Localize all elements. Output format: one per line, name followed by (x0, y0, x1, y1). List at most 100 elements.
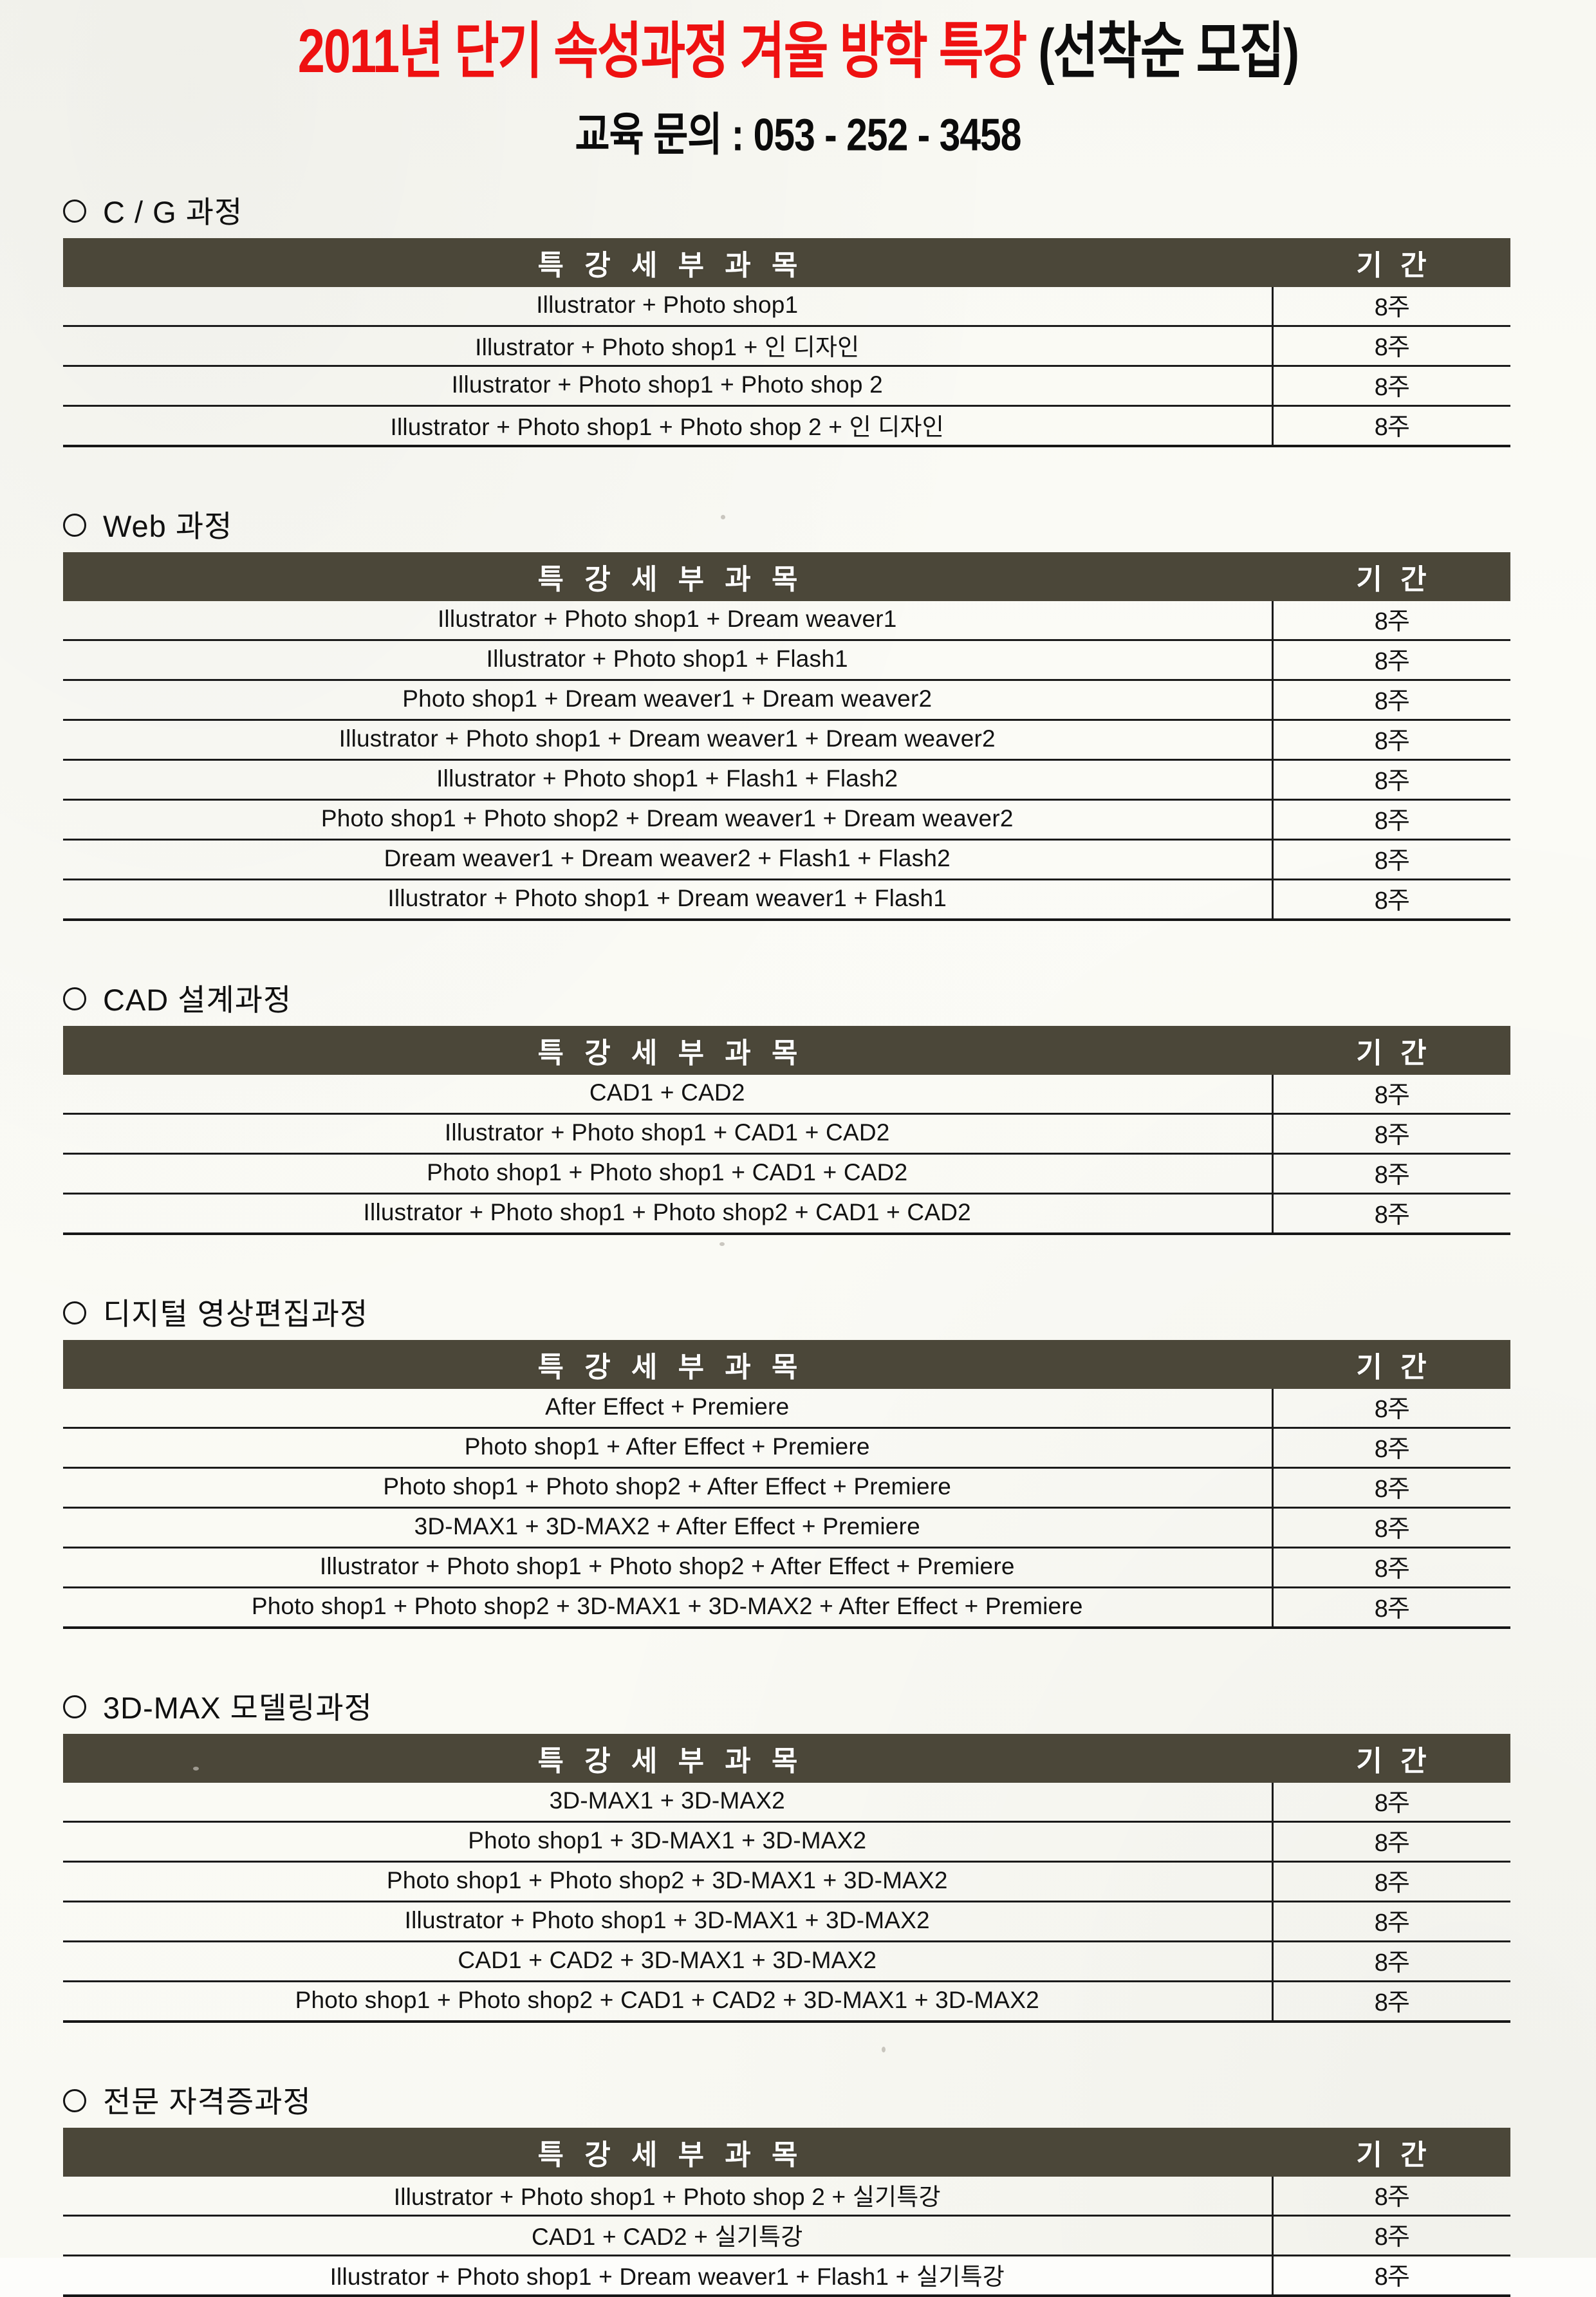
table-row: CAD1 + CAD2 8주 (63, 1075, 1510, 1115)
page-title-black-part: (선착순 모집) (1038, 16, 1299, 86)
column-header-period: 기 간 (1272, 1026, 1510, 1075)
table-row: Photo shop1 + After Effect + Premiere 8주 (63, 1427, 1510, 1469)
section-heading: CAD 설계과정 (63, 975, 1596, 1019)
table-row: Illustrator + Photo shop1 + CAD1 + CAD2 8… (63, 1113, 1510, 1155)
cell-period: 8주 (1271, 366, 1510, 407)
column-header-subject: 특 강 세 부 과 목 (63, 1340, 1272, 1390)
page-title-red-part: 2011년 단기 속성과정 겨울 방학 특강 (297, 16, 1027, 86)
cell-subject: Photo shop1 + Photo shop1 + CAD1 + CAD2 (63, 1153, 1272, 1195)
cell-period: 8주 (1271, 1547, 1510, 1589)
table-body: 3D-MAX1 + 3D-MAX2 8주 Photo shop1 + 3D-MAX1… (63, 1783, 1510, 2023)
section-heading-label: CAD 설계과정 (103, 983, 292, 1018)
cell-period: 8주 (1271, 759, 1510, 801)
cell-period: 8주 (1271, 1427, 1510, 1469)
column-header-period: 기 간 (1272, 238, 1510, 288)
section-heading: 디지털 영상편집과정 (63, 1289, 1596, 1334)
cell-subject: 3D-MAX1 + 3D-MAX2 + After Effect + Premi… (63, 1507, 1272, 1549)
column-header-subject: 특 강 세 부 과 목 (63, 1026, 1272, 1075)
table-row: 3D-MAX1 + 3D-MAX2 + After Effect + Premi… (63, 1507, 1510, 1549)
cell-subject: Illustrator + Photo shop1 + Photo shop 2… (63, 2177, 1272, 2217)
table-row: Illustrator + Photo shop1 + Dream weaver… (63, 879, 1510, 922)
cell-period: 8주 (1271, 879, 1510, 922)
cell-period: 8주 (1271, 1153, 1510, 1195)
cell-subject: Illustrator + Photo shop1 + 인 디자인 (63, 326, 1272, 367)
column-header-subject: 특 강 세 부 과 목 (63, 552, 1272, 602)
cell-subject: Illustrator + Photo shop1 + Photo shop 2… (63, 405, 1272, 448)
table-row: Illustrator + Photo shop1 + Flash1 + Fla… (63, 759, 1510, 801)
table-body: Illustrator + Photo shop1 + Dream weaver… (63, 601, 1510, 922)
cell-period: 8주 (1271, 1981, 1510, 2023)
table-row: Photo shop1 + Photo shop1 + CAD1 + CAD2 8… (63, 1153, 1510, 1195)
cell-subject: Illustrator + Photo shop1 + Flash1 (63, 640, 1272, 682)
section-heading-label: C / G 과정 (103, 195, 243, 230)
cell-period: 8주 (1271, 1193, 1510, 1236)
table-row: Illustrator + Photo shop1 + Dream weaver… (63, 2255, 1510, 2297)
table-row: Illustrator + Photo shop1 + Flash1 8주 (63, 640, 1510, 682)
cell-subject: Photo shop1 + 3D-MAX1 + 3D-MAX2 (63, 1821, 1272, 1863)
table-row: Illustrator + Photo shop1 + Dream weaver… (63, 720, 1510, 761)
table-row: Illustrator + Photo shop1 + 인 디자인 8주 (63, 326, 1510, 367)
section-heading-label: 3D-MAX 모델링과정 (103, 1691, 373, 1725)
cell-subject: Photo shop1 + Photo shop2 + Dream weaver… (63, 799, 1272, 841)
cell-period: 8주 (1271, 1941, 1510, 1983)
cell-subject: CAD1 + CAD2 + 3D-MAX1 + 3D-MAX2 (63, 1941, 1272, 1983)
cell-subject: Photo shop1 + Photo shop2 + After Effect… (63, 1467, 1272, 1509)
title-block: 2011년 단기 속성과정 겨울 방학 특강 (선착순 모집) 교육 문의 : … (0, 0, 1596, 160)
column-header-subject: 특 강 세 부 과 목 (63, 2128, 1272, 2177)
section-heading: 전문 자격증과정 (63, 2077, 1596, 2121)
table-body: Illustrator + Photo shop1 + Photo shop 2… (63, 2177, 1510, 2297)
cell-period: 8주 (1271, 2255, 1510, 2297)
circle-outline-icon (63, 199, 86, 223)
table-row: Photo shop1 + Photo shop2 + After Effect… (63, 1467, 1510, 1509)
cell-subject: Illustrator + Photo shop1 + Dream weaver… (63, 720, 1272, 761)
cell-period: 8주 (1271, 405, 1510, 448)
cell-subject: Illustrator + Photo shop1 + Dream weaver… (63, 2255, 1272, 2297)
cell-period: 8주 (1271, 326, 1510, 367)
cell-subject: Illustrator + Photo shop1 + Dream weaver… (63, 601, 1272, 642)
table-row: Photo shop1 + Photo shop2 + CAD1 + CAD2 … (63, 1981, 1510, 2023)
table-row: Illustrator + Photo shop1 + Photo shop 2… (63, 2177, 1510, 2217)
cell-subject: After Effect + Premiere (63, 1389, 1272, 1429)
section-heading-label: Web 과정 (103, 509, 233, 544)
cell-subject: Dream weaver1 + Dream weaver2 + Flash1 +… (63, 839, 1272, 881)
cell-subject: Illustrator + Photo shop1 + 3D-MAX1 + 3D… (63, 1901, 1272, 1943)
table-row: Illustrator + Photo shop1 + Dream weaver… (63, 601, 1510, 642)
circle-outline-icon (63, 1301, 86, 1325)
cell-period: 8주 (1271, 799, 1510, 841)
table-row: 3D-MAX1 + 3D-MAX2 8주 (63, 1783, 1510, 1823)
table-row: Photo shop1 + Photo shop2 + Dream weaver… (63, 799, 1510, 841)
cell-period: 8주 (1271, 1113, 1510, 1155)
circle-outline-icon (63, 513, 86, 537)
table-row: CAD1 + CAD2 + 3D-MAX1 + 3D-MAX2 8주 (63, 1941, 1510, 1983)
cell-period: 8주 (1271, 839, 1510, 881)
cell-period: 8주 (1271, 1467, 1510, 1509)
table-row: Illustrator + Photo shop1 + 3D-MAX1 + 3D… (63, 1901, 1510, 1943)
circle-outline-icon (63, 2088, 86, 2112)
section-heading-label: 전문 자격증과정 (103, 2085, 311, 2119)
table-row: CAD1 + CAD2 + 실기특강 8주 (63, 2215, 1510, 2257)
cell-period: 8주 (1271, 720, 1510, 761)
table-row: Dream weaver1 + Dream weaver2 + Flash1 +… (63, 839, 1510, 881)
cell-period: 8주 (1271, 1783, 1510, 1823)
table-row: Photo shop1 + Photo shop2 + 3D-MAX1 + 3D… (63, 1861, 1510, 1903)
cell-period: 8주 (1271, 640, 1510, 682)
cell-subject: Photo shop1 + Photo shop2 + CAD1 + CAD2 … (63, 1981, 1272, 2023)
table-row: Photo shop1 + Photo shop2 + 3D-MAX1 + 3D… (63, 1587, 1510, 1630)
cell-subject: Photo shop1 + Dream weaver1 + Dream weav… (63, 680, 1272, 721)
